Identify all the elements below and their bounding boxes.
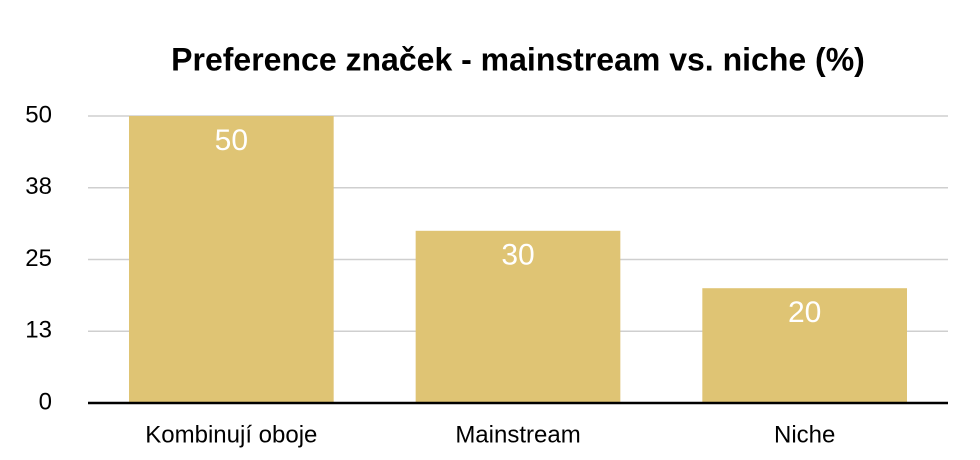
value-label: 20 [788,296,821,329]
bar [415,230,621,403]
y-tick-label: 13 [25,317,52,344]
chart-title: Preference značek - mainstream vs. niche… [171,41,865,77]
y-tick-label: 0 [39,388,52,415]
bar [128,116,334,403]
x-tick-label: Niche [774,421,835,448]
bar [702,288,908,403]
x-tick-label: Mainstream [455,421,580,448]
y-tick-label: 50 [25,101,52,128]
y-tick-label: 25 [25,245,52,272]
value-label: 50 [215,124,248,157]
x-tick-label: Kombinují oboje [145,421,317,448]
y-tick-label: 38 [25,173,52,200]
value-label: 30 [501,239,534,272]
